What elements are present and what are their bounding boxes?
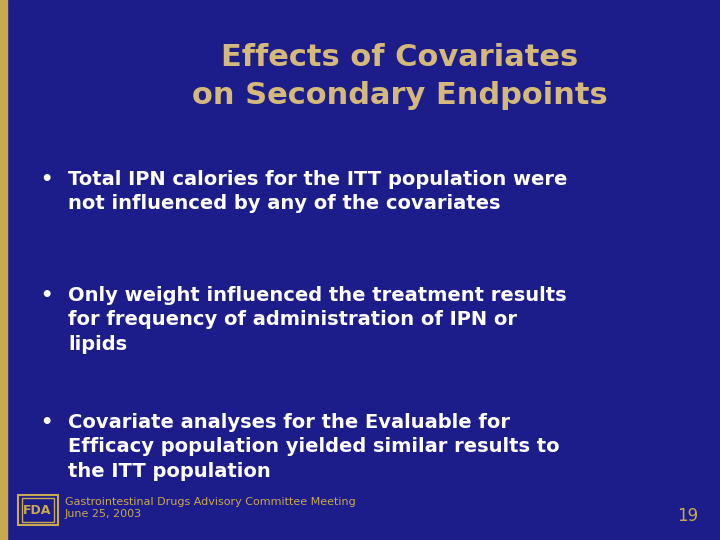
Text: Total IPN calories for the ITT population were
not influenced by any of the cova: Total IPN calories for the ITT populatio… — [68, 170, 568, 213]
Text: •: • — [40, 286, 53, 305]
Text: June 25, 2003: June 25, 2003 — [65, 509, 142, 519]
Text: FDA: FDA — [23, 504, 52, 517]
Text: Only weight influenced the treatment results
for frequency of administration of : Only weight influenced the treatment res… — [68, 286, 567, 354]
Text: Gastrointestinal Drugs Advisory Committee Meeting: Gastrointestinal Drugs Advisory Committe… — [65, 497, 356, 507]
Text: •: • — [40, 413, 53, 432]
Text: •: • — [40, 170, 53, 189]
Text: 19: 19 — [678, 507, 698, 525]
Text: Covariate analyses for the Evaluable for
Efficacy population yielded similar res: Covariate analyses for the Evaluable for… — [68, 413, 560, 481]
Text: Effects of Covariates
on Secondary Endpoints: Effects of Covariates on Secondary Endpo… — [192, 43, 608, 110]
Bar — [0, 0, 7, 540]
